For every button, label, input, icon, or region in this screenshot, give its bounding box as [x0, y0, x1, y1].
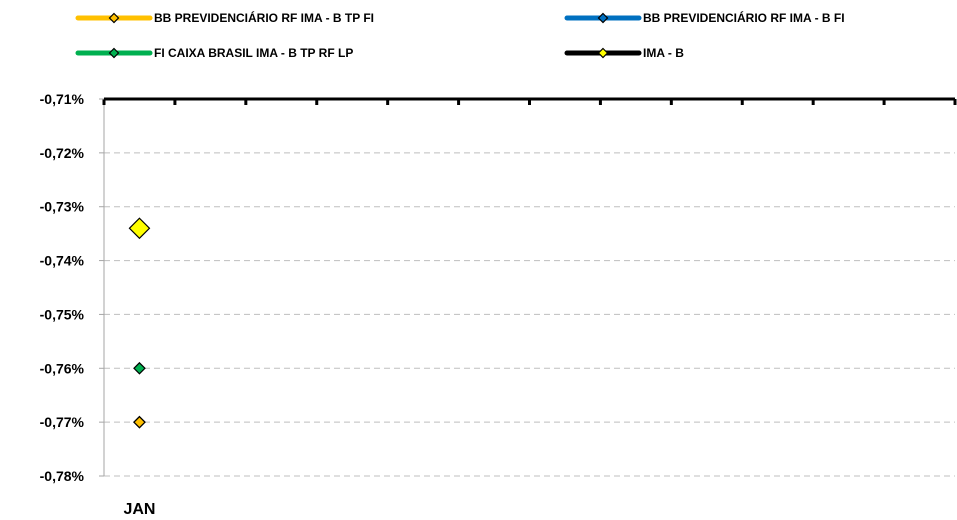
legend-label: BB PREVIDENCIÁRIO RF IMA - B TP FI — [154, 10, 374, 25]
gridlines — [104, 152, 955, 477]
x-axis-category-labels: JAN — [123, 501, 155, 518]
axes — [102, 97, 957, 476]
y-tick-label: -0,73% — [40, 199, 85, 215]
y-axis-tick-labels: -0,71% -0,72% -0,73% -0,74% -0,75% -0,76% -0,7… — [40, 91, 104, 484]
y-tick-label: -0,72% — [40, 145, 85, 161]
legend-item-bb-previdenci-rio-rf-ima-b-fi: BB PREVIDENCIÁRIO RF IMA - B FI — [564, 10, 845, 25]
legend-label: IMA - B — [643, 46, 684, 60]
legend-item-fi-caixa-brasil-ima-b-tp-rf-lp: FI CAIXA BRASIL IMA - B TP RF LP — [75, 46, 353, 60]
data-point-bb-previdenci-rio-rf-ima-b-tp-fi — [133, 415, 146, 429]
legend-label: BB PREVIDENCIÁRIO RF IMA - B FI — [643, 10, 845, 25]
y-tick-label: -0,71% — [40, 91, 85, 107]
legend-marker — [108, 47, 120, 59]
data-point-ima-b — [128, 217, 151, 240]
legend: BB PREVIDENCIÁRIO RF IMA - B TP FI BB PRE… — [75, 10, 845, 60]
y-tick-label: -0,76% — [40, 360, 85, 376]
legend-marker — [597, 12, 609, 24]
x-category-label: JAN — [123, 501, 155, 518]
y-tick-label: -0,77% — [40, 414, 85, 430]
y-tick-label: -0,78% — [40, 468, 85, 484]
y-tick-label: -0,74% — [40, 253, 85, 269]
legend-item-ima-b: IMA - B — [564, 46, 684, 60]
legend-label: FI CAIXA BRASIL IMA - B TP RF LP — [154, 46, 353, 60]
data-point-fi-caixa-brasil-ima-b-tp-rf-lp — [133, 361, 146, 375]
legend-marker — [597, 47, 609, 59]
data-markers — [128, 217, 151, 429]
legend-marker — [108, 12, 120, 24]
y-tick-label: -0,75% — [40, 306, 85, 322]
legend-item-bb-previdenci-rio-rf-ima-b-tp-fi: BB PREVIDENCIÁRIO RF IMA - B TP FI — [75, 10, 374, 25]
